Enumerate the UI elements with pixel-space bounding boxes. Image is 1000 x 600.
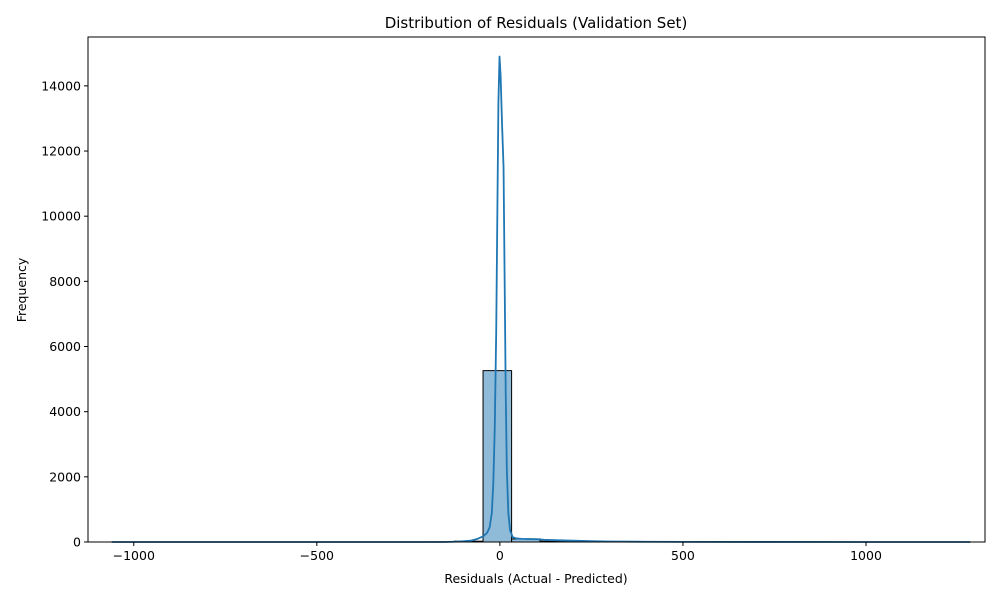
y-tick-label: 2000 bbox=[49, 469, 81, 484]
y-tick-label: 0 bbox=[73, 535, 81, 550]
y-tick-label: 10000 bbox=[41, 209, 81, 224]
y-axis-label: Frequency bbox=[14, 257, 29, 322]
kde-layer bbox=[111, 55, 971, 543]
y-tick-label: 12000 bbox=[41, 144, 81, 159]
y-tick-label: 14000 bbox=[41, 78, 81, 93]
plot-frame bbox=[87, 36, 986, 543]
chart-title: Distribution of Residuals (Validation Se… bbox=[385, 14, 688, 32]
x-tick-label: 1000 bbox=[850, 548, 882, 563]
x-tick-label: 500 bbox=[671, 548, 695, 563]
x-tick-label: 0 bbox=[496, 548, 504, 563]
x-axis-label: Residuals (Actual - Predicted) bbox=[444, 571, 627, 586]
x-tick-label: −1000 bbox=[113, 548, 155, 563]
y-tick-label: 4000 bbox=[49, 404, 81, 419]
y-tick-label: 6000 bbox=[49, 339, 81, 354]
y-tick-label: 8000 bbox=[49, 274, 81, 289]
kde-line bbox=[111, 55, 971, 543]
x-axis-ticks: −1000 −500 0 500 1000 bbox=[113, 542, 882, 563]
y-axis-ticks: 0 2000 4000 6000 8000 10000 12000 14000 bbox=[41, 78, 88, 550]
x-tick-label: −500 bbox=[300, 548, 334, 563]
